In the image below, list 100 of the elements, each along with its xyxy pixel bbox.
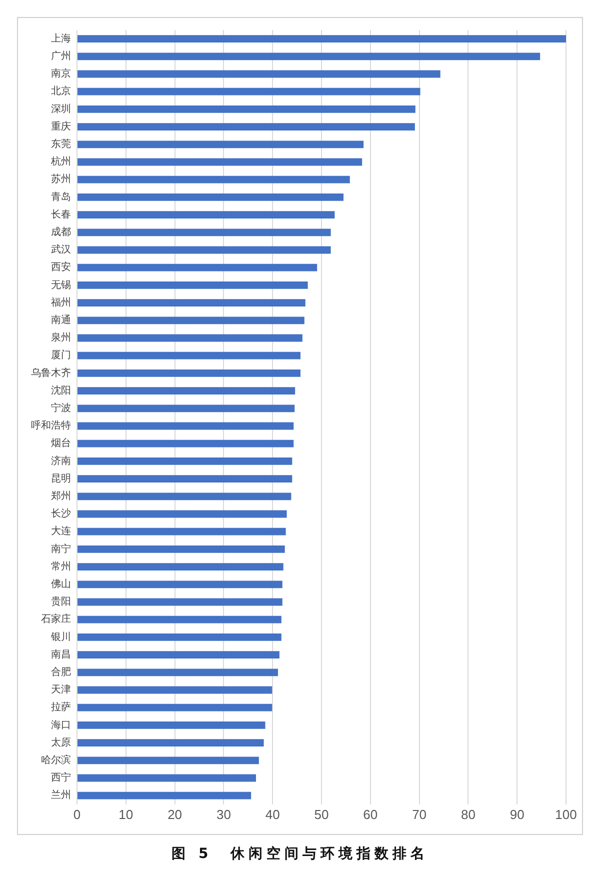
bar xyxy=(78,140,364,148)
y-tick-label: 贵阳 xyxy=(51,596,71,608)
bar xyxy=(78,458,292,465)
x-tick-label: 100 xyxy=(555,806,577,822)
text: 图 5 休闲空间与环境指数排名 xyxy=(170,845,430,863)
bar xyxy=(78,475,292,482)
bar xyxy=(78,422,294,430)
x-tick-label: 80 xyxy=(460,806,476,822)
x-tick-label: 0 xyxy=(73,806,81,822)
bar xyxy=(78,264,318,272)
bar xyxy=(78,704,272,712)
y-tick-label: 东莞 xyxy=(51,138,71,150)
bar xyxy=(78,334,302,342)
y-tick-label: 福州 xyxy=(51,296,71,308)
y-tick-label: 重庆 xyxy=(51,120,71,132)
y-tick-label: 西安 xyxy=(51,261,71,274)
x-tick-label: 40 xyxy=(265,806,280,822)
bar xyxy=(78,510,287,518)
y-tick-label: 石家庄 xyxy=(41,613,71,626)
y-tick-label: 兰州 xyxy=(51,789,71,802)
bar xyxy=(78,634,282,641)
y-tick-label: 佛山 xyxy=(51,578,71,590)
y-tick-label: 常州 xyxy=(51,560,71,572)
y-tick-label: 深圳 xyxy=(51,102,71,115)
bar xyxy=(78,282,308,289)
bar xyxy=(78,686,272,694)
y-tick-label: 海口 xyxy=(51,718,71,731)
y-tick-label: 泉州 xyxy=(51,332,71,344)
bar xyxy=(78,546,285,553)
bar xyxy=(78,598,282,606)
x-tick-label: 30 xyxy=(216,806,231,822)
bar xyxy=(78,756,259,764)
bar xyxy=(78,194,344,201)
bar xyxy=(78,52,540,60)
bar xyxy=(78,70,440,78)
y-tick-label: 宁波 xyxy=(51,402,71,414)
y-tick-label: 大连 xyxy=(51,525,71,538)
y-tick-label: 南昌 xyxy=(51,648,71,660)
bar xyxy=(78,722,266,729)
bar xyxy=(78,792,252,800)
x-tick-label: 20 xyxy=(168,806,182,822)
y-tick-label: 无锡 xyxy=(51,280,71,291)
bar xyxy=(78,211,335,218)
y-tick-label: 哈尔滨 xyxy=(41,754,71,766)
x-tick-label: 60 xyxy=(363,806,378,822)
bar xyxy=(78,387,296,394)
x-tick-label: 90 xyxy=(510,806,524,822)
y-tick-label: 杭州 xyxy=(50,156,71,168)
y-tick-label: 武汉 xyxy=(51,244,71,256)
y-tick-label: 郑州 xyxy=(51,490,71,502)
bar xyxy=(78,440,294,448)
y-tick-label: 昆明 xyxy=(51,473,71,484)
bar xyxy=(78,176,350,184)
y-tick-label: 沈阳 xyxy=(51,384,71,396)
bar xyxy=(78,404,295,412)
bar xyxy=(78,228,331,236)
bar xyxy=(78,616,282,624)
bar xyxy=(78,370,300,377)
y-tick-label: 拉萨 xyxy=(51,701,71,714)
y-tick-label: 长沙 xyxy=(51,508,71,520)
y-tick-label: 济南 xyxy=(51,454,71,467)
y-tick-label: 西宁 xyxy=(51,772,71,784)
y-tick-label: 厦门 xyxy=(51,349,71,362)
y-tick-label: 苏州 xyxy=(51,173,71,186)
bar xyxy=(78,316,304,324)
y-tick-label: 成都 xyxy=(51,226,71,238)
y-tick-label: 南宁 xyxy=(51,542,71,555)
bar xyxy=(78,106,416,113)
y-tick-label: 呼和浩特 xyxy=(31,420,71,432)
y-tick-label: 北京 xyxy=(51,85,71,98)
bar xyxy=(78,246,331,254)
bar xyxy=(78,668,278,676)
bar xyxy=(78,352,300,360)
y-tick-label: 上海 xyxy=(51,32,71,44)
bar xyxy=(78,739,264,746)
bar xyxy=(78,563,284,570)
x-tick-label: 10 xyxy=(118,806,134,822)
y-tick-label: 南京 xyxy=(51,68,71,80)
y-tick-label: 南通 xyxy=(51,314,71,326)
bar xyxy=(78,299,306,306)
y-tick-label: 太原 xyxy=(51,736,71,748)
y-tick-label: 乌鲁木齐 xyxy=(31,366,71,379)
y-tick-label: 银川 xyxy=(50,630,71,643)
bar xyxy=(78,528,286,536)
x-tick-label: 70 xyxy=(412,806,427,822)
y-tick-label: 合肥 xyxy=(51,666,71,678)
y-tick-label: 广州 xyxy=(51,50,71,62)
bar xyxy=(78,158,362,166)
y-tick-label: 天津 xyxy=(51,684,71,696)
bar xyxy=(78,88,420,96)
bar xyxy=(78,35,566,42)
bar xyxy=(78,651,280,658)
bar xyxy=(78,123,415,130)
bar xyxy=(78,492,292,500)
bar xyxy=(78,774,256,782)
bar xyxy=(78,580,282,588)
y-tick-label: 长春 xyxy=(51,208,71,220)
x-tick-label: 50 xyxy=(314,806,329,822)
y-tick-label: 烟台 xyxy=(51,437,71,450)
y-tick-label: 青岛 xyxy=(51,190,71,203)
